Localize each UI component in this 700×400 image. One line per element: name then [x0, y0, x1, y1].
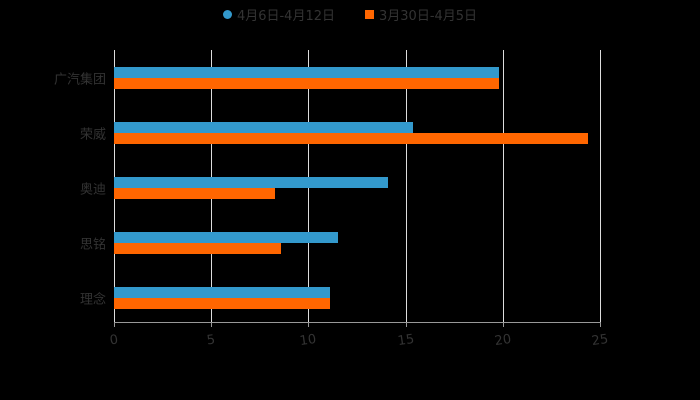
bar[interactable]	[114, 67, 499, 78]
category-label: 广汽集团	[53, 72, 106, 88]
chart-legend: 4月6日-4月12日 3月30日-4月5日	[0, 4, 700, 24]
bar[interactable]	[114, 188, 276, 199]
category-label: 思铭	[79, 237, 106, 253]
legend-swatch-square-icon	[365, 9, 374, 19]
x-tick-label: 0	[108, 332, 120, 349]
category-label: 荣威	[79, 127, 106, 143]
x-tick-label: 5	[206, 332, 217, 349]
x-axis	[114, 322, 601, 323]
legend-swatch-circle-icon	[222, 9, 232, 19]
bar[interactable]	[114, 133, 589, 144]
axis-tick	[114, 322, 115, 327]
axis-tick	[405, 322, 407, 327]
bar[interactable]	[114, 177, 389, 188]
legend-label: 3月30日-4月5日	[379, 8, 478, 24]
x-tick-label: 15	[396, 331, 415, 350]
gridline	[405, 50, 407, 322]
category-label: 理念	[79, 292, 106, 308]
legend-item-series-2[interactable]: 3月30日-4月5日	[365, 5, 477, 24]
gridline	[502, 50, 504, 322]
gridline	[600, 50, 601, 322]
x-tick-label: 20	[493, 331, 513, 350]
axis-tick	[600, 322, 601, 327]
category-label: 奥迪	[79, 182, 106, 198]
legend-item-series-1[interactable]: 4月6日-4月12日	[222, 5, 335, 24]
bar[interactable]	[114, 232, 338, 243]
x-tick-label: 10	[299, 331, 318, 350]
bar[interactable]	[114, 78, 499, 89]
axis-tick	[211, 322, 213, 327]
axis-tick	[502, 322, 504, 327]
bar[interactable]	[114, 243, 282, 254]
axis-tick	[308, 322, 310, 327]
bar[interactable]	[114, 287, 330, 298]
bar[interactable]	[114, 298, 330, 309]
legend-label: 4月6日-4月12日	[236, 8, 335, 24]
bar[interactable]	[114, 122, 414, 133]
x-tick-label: 25	[590, 331, 610, 350]
